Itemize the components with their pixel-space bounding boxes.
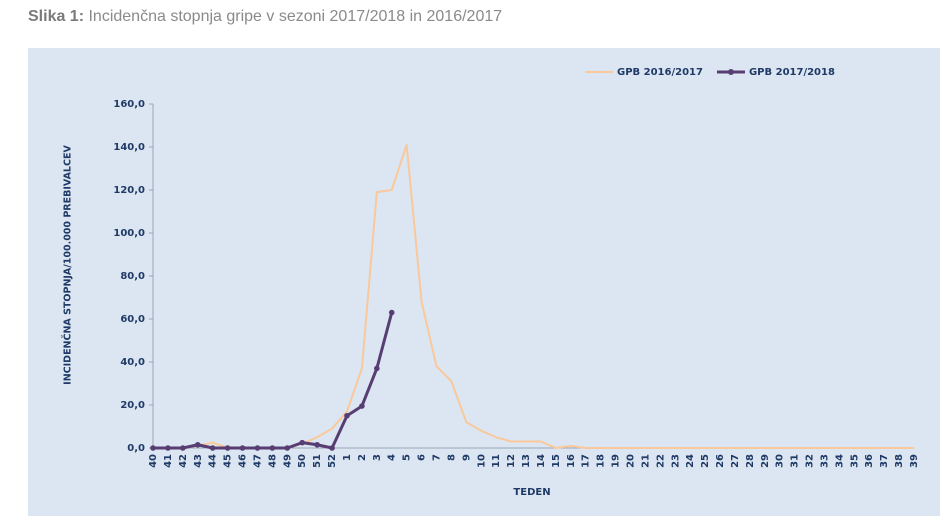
x-tick-label: 39: [909, 454, 920, 468]
x-tick-label: 11: [491, 454, 502, 468]
point: [224, 445, 231, 451]
x-tick-label: 52: [327, 454, 338, 468]
x-tick-label: 6: [417, 454, 428, 461]
y-tick-label: 80,0: [120, 271, 145, 282]
x-axis-label: TEDEN: [513, 487, 550, 498]
x-tick-label: 47: [252, 454, 263, 468]
chart-title: Incidenčna stopnja gripe v sezoni 2017/2…: [88, 8, 503, 25]
point: [284, 445, 291, 451]
point: [180, 445, 186, 451]
point: [344, 412, 350, 419]
x-tick-label: 42: [178, 454, 189, 468]
point: [194, 441, 201, 448]
point: [239, 445, 246, 451]
x-tick-label: 46: [238, 454, 249, 468]
x-tick-label: 51: [312, 454, 323, 468]
x-tick-label: 17: [581, 454, 592, 468]
x-tick-label: 43: [193, 454, 204, 468]
x-tick-label: 41: [163, 454, 174, 468]
x-tick-label: 31: [790, 454, 801, 468]
x-tick-label: 4: [387, 454, 398, 461]
x-tick-label: 8: [446, 454, 457, 461]
y-tick-label: 20,0: [120, 400, 145, 411]
x-tick-label: 33: [819, 454, 830, 468]
x-tick-label: 26: [715, 454, 726, 468]
x-tick-label: 49: [282, 454, 293, 468]
point: [314, 441, 320, 448]
x-tick-label: 37: [879, 454, 890, 468]
caption: Slika 1: Incidenčna stopnja gripe v sezo…: [28, 8, 502, 26]
point: [299, 439, 306, 446]
x-tick-label: 28: [745, 454, 756, 468]
x-tick-label: 13: [521, 454, 532, 468]
x-tick-label: 22: [655, 454, 666, 468]
x-tick-label: 48: [267, 454, 278, 468]
x-tick-label: 24: [685, 454, 696, 468]
point: [150, 445, 156, 451]
chart-panel: [28, 48, 940, 516]
x-tick-label: 7: [432, 454, 443, 461]
x-tick-label: 21: [640, 454, 651, 468]
y-axis-label: INCIDENČNA STOPNJA/100.000 PREBIVALCEV: [62, 145, 74, 385]
legend-label: GPB 2016/2017: [617, 67, 703, 78]
x-tick-label: 44: [208, 454, 219, 468]
x-tick-label: 12: [506, 454, 517, 468]
x-tick-label: 5: [402, 454, 413, 461]
y-tick-label: 0,0: [127, 443, 145, 454]
point: [329, 445, 335, 451]
x-tick-label: 38: [894, 454, 905, 468]
x-tick-label: 19: [611, 454, 622, 468]
figure-label: Slika 1:: [28, 8, 85, 25]
x-tick-label: 9: [461, 454, 472, 461]
point: [209, 445, 216, 451]
x-tick-label: 23: [670, 454, 681, 468]
x-tick-label: 16: [566, 454, 577, 468]
x-tick-label: 45: [223, 454, 234, 468]
point: [374, 365, 380, 372]
y-tick-label: 140,0: [113, 142, 145, 153]
x-tick-label: 10: [476, 454, 487, 468]
legend-label: GPB 2017/2018: [749, 67, 835, 78]
x-tick-label: 3: [372, 454, 383, 461]
y-tick-label: 160,0: [113, 99, 145, 110]
x-tick-label: 36: [864, 454, 875, 468]
x-tick-label: 18: [596, 454, 607, 468]
point: [254, 445, 261, 451]
point: [269, 445, 276, 451]
point: [165, 445, 171, 451]
x-tick-label: 20: [625, 454, 636, 468]
y-tick-label: 60,0: [120, 314, 145, 325]
x-tick-label: 29: [760, 454, 771, 468]
x-tick-label: 27: [730, 454, 741, 468]
y-tick-label: 40,0: [120, 357, 145, 368]
x-tick-label: 1: [342, 454, 353, 461]
point: [359, 403, 365, 409]
x-tick-label: 34: [834, 454, 845, 468]
y-tick-label: 100,0: [113, 228, 145, 239]
x-tick-label: 50: [297, 454, 308, 468]
x-tick-label: 14: [536, 454, 547, 468]
x-tick-label: 35: [849, 454, 860, 468]
x-tick-label: 40: [148, 454, 159, 468]
x-tick-label: 30: [775, 454, 786, 468]
x-tick-label: 32: [805, 454, 816, 468]
x-tick-label: 15: [551, 454, 562, 468]
point: [388, 309, 395, 316]
x-tick-label: 2: [357, 454, 368, 461]
legend-marker: [727, 69, 734, 75]
x-tick-label: 25: [700, 454, 711, 468]
y-tick-label: 120,0: [113, 185, 145, 196]
